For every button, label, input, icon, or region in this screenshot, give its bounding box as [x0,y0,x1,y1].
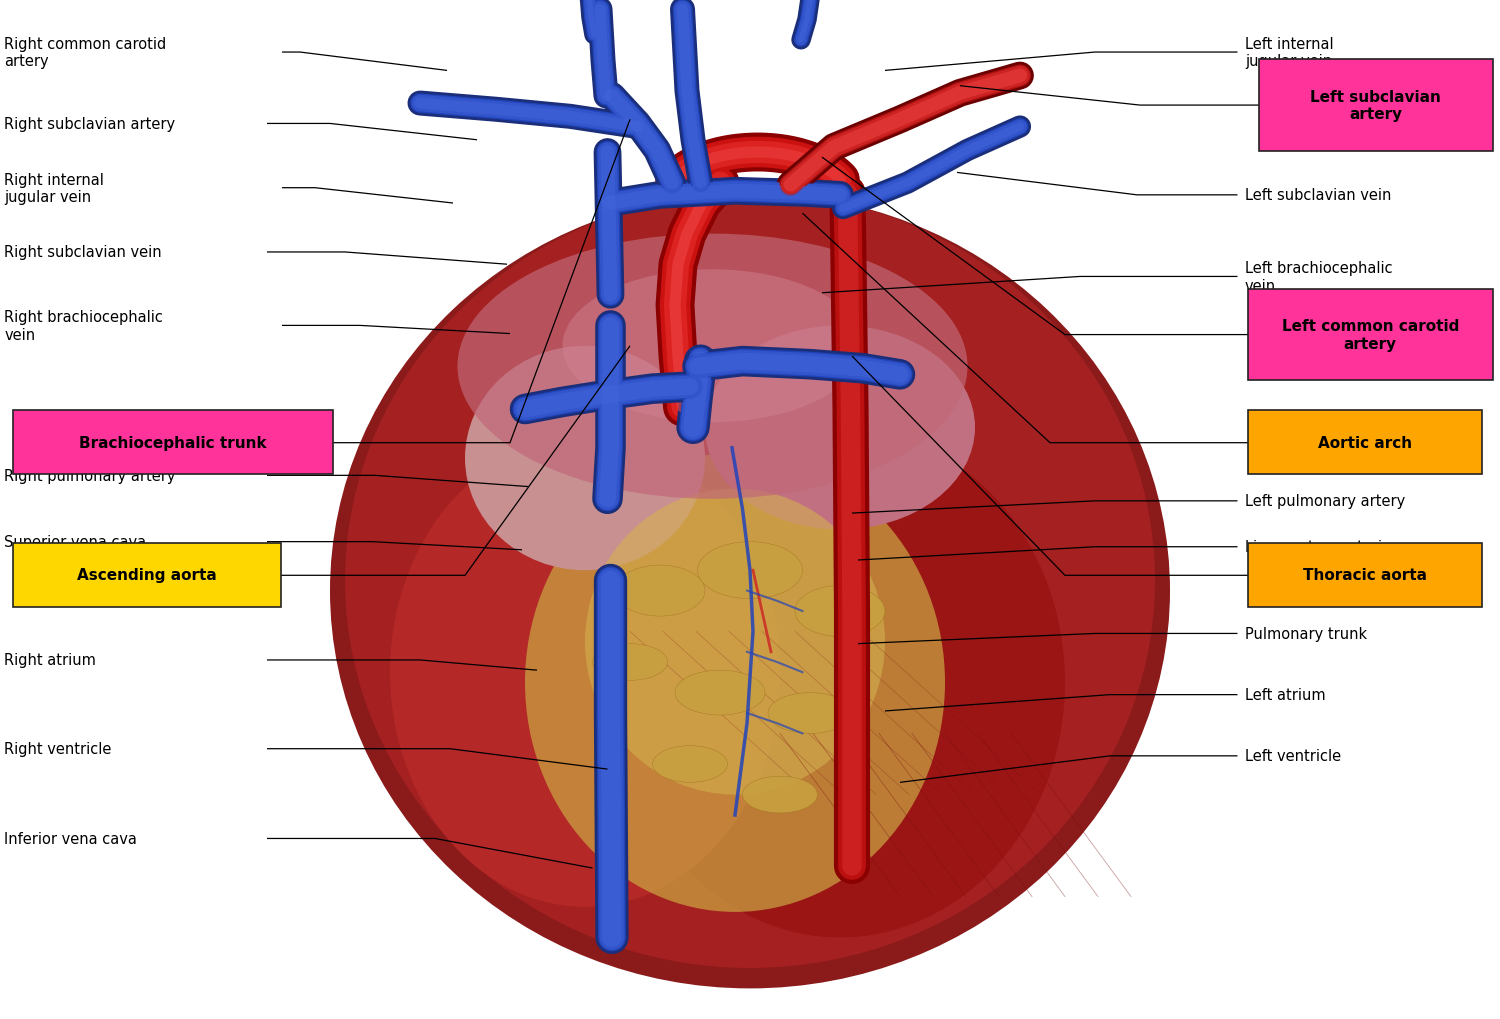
Text: Right subclavian vein: Right subclavian vein [4,246,162,260]
Text: Right subclavian artery: Right subclavian artery [4,117,176,131]
Text: Right internal
jugular vein: Right internal jugular vein [4,172,105,205]
Text: Thoracic aorta: Thoracic aorta [1304,568,1426,583]
Ellipse shape [592,644,668,681]
Text: Left subclavian
artery: Left subclavian artery [1310,90,1442,122]
Ellipse shape [652,746,728,783]
Text: Left brachiocephalic
vein: Left brachiocephalic vein [1245,261,1392,293]
Text: Right common carotid
artery: Right common carotid artery [4,37,166,69]
Text: Right pulmonary artery: Right pulmonary artery [4,469,176,483]
Ellipse shape [705,326,975,530]
Ellipse shape [675,671,765,715]
Text: Superior vena cava: Superior vena cava [4,535,147,549]
Ellipse shape [768,693,852,734]
Ellipse shape [458,234,968,499]
Text: Ligamentum arteriosum: Ligamentum arteriosum [1245,540,1422,554]
Text: Left subclavian vein: Left subclavian vein [1245,189,1392,203]
Ellipse shape [698,542,802,599]
FancyBboxPatch shape [13,411,333,475]
FancyBboxPatch shape [1258,60,1492,152]
Text: Left atrium: Left atrium [1245,688,1326,702]
Text: Aortic arch: Aortic arch [1318,435,1412,450]
FancyBboxPatch shape [13,543,280,607]
Ellipse shape [465,346,705,571]
Ellipse shape [585,489,885,795]
FancyBboxPatch shape [1248,411,1482,475]
Ellipse shape [345,194,1155,968]
Ellipse shape [615,566,705,616]
Ellipse shape [742,776,818,813]
Text: Right ventricle: Right ventricle [4,742,112,756]
Text: Right brachiocephalic
vein: Right brachiocephalic vein [4,310,164,342]
Ellipse shape [615,428,1065,937]
Ellipse shape [562,270,862,423]
Text: Left common carotid
artery: Left common carotid artery [1281,319,1460,352]
Text: Left pulmonary artery: Left pulmonary artery [1245,494,1406,508]
Text: Pulmonary trunk: Pulmonary trunk [1245,627,1366,641]
Text: Left ventricle: Left ventricle [1245,749,1341,763]
Ellipse shape [525,453,945,912]
Ellipse shape [390,438,780,907]
Text: Right atrium: Right atrium [4,653,96,667]
Text: Inferior vena cava: Inferior vena cava [4,832,138,846]
Ellipse shape [330,194,1170,988]
FancyBboxPatch shape [1248,289,1492,381]
FancyBboxPatch shape [1248,543,1482,607]
Text: Ascending aorta: Ascending aorta [76,568,218,583]
Text: Brachiocephalic trunk: Brachiocephalic trunk [80,435,267,450]
Text: Left internal
jugular vein: Left internal jugular vein [1245,37,1334,69]
Ellipse shape [795,586,885,637]
